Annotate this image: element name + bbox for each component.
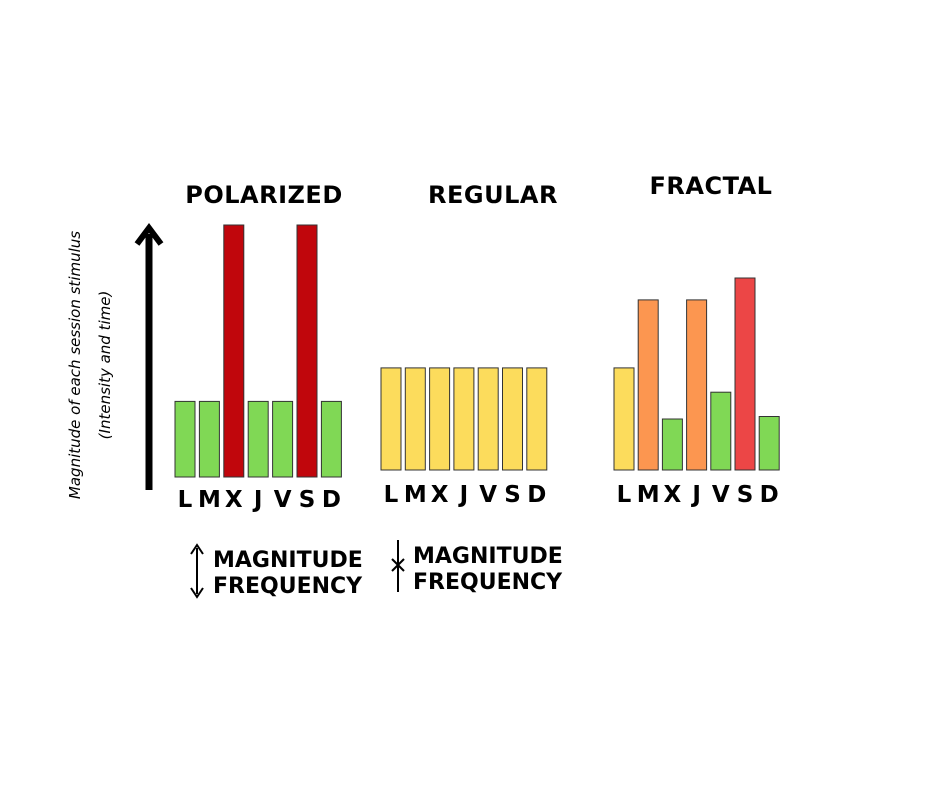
polarized-tick-label-D: D	[322, 487, 341, 513]
fractal-tick-label-X: X	[664, 482, 682, 508]
fractal-tick-label-J: J	[690, 482, 701, 508]
chart-title-fractal: FRACTAL	[650, 172, 773, 200]
fractal-tick-label-D: D	[760, 482, 779, 508]
fractal-tick-label-S: S	[737, 482, 754, 508]
y-axis-arrow-icon	[134, 223, 164, 490]
regular-bar-V	[477, 367, 499, 471]
fractal-tick-label-V: V	[712, 482, 730, 508]
fractal-bar-M	[637, 299, 659, 471]
regular-tick-label-L: L	[384, 482, 399, 508]
cross-line-icon	[391, 540, 405, 592]
regular-tick-label-S: S	[504, 482, 521, 508]
regular-bar-M	[404, 367, 426, 471]
regular-bar-L	[380, 367, 402, 471]
polarized-tick-label-L: L	[178, 487, 193, 513]
y-axis-label-line2: (Intensity and time)	[96, 291, 114, 440]
polarized-tick-label-M: M	[198, 487, 221, 513]
chart-title-polarized: POLARIZED	[185, 181, 343, 209]
regular-tick-label-X: X	[431, 482, 449, 508]
regular-legend-magnitude: MAGNITUDE	[413, 544, 563, 569]
fractal-bar-L	[613, 367, 635, 471]
fractal-bar-S	[734, 277, 756, 471]
polarized-legend-frequency: FREQUENCY	[213, 574, 363, 599]
fractal-bar-J	[686, 299, 708, 471]
regular-tick-label-J: J	[458, 482, 469, 508]
polarized-tick-label-V: V	[274, 487, 292, 513]
regular-bar-S	[502, 367, 523, 471]
regular-tick-label-M: M	[404, 482, 427, 508]
polarized-tick-label-X: X	[225, 487, 243, 513]
y-axis-label: Magnitude of each session stimulus (Inte…	[66, 231, 114, 499]
chart-title-regular: REGULAR	[428, 181, 558, 209]
polarized-bar-J	[247, 400, 269, 478]
polarized-bar-D	[320, 400, 342, 478]
double-arrow-icon	[190, 543, 204, 599]
regular-tick-label-V: V	[479, 482, 497, 508]
polarized-bar-L	[174, 400, 196, 478]
polarized-bar-M	[198, 400, 220, 478]
regular-bar-X	[429, 367, 451, 471]
polarized-legend-magnitude: MAGNITUDE	[213, 548, 363, 573]
fractal-tick-label-L: L	[617, 482, 632, 508]
polarized-tick-label-S: S	[299, 487, 316, 513]
polarized-bar-V	[272, 400, 294, 478]
polarized-bar-X	[223, 224, 245, 478]
regular-bar-D	[526, 367, 548, 471]
fractal-bar-D	[758, 416, 780, 471]
regular-tick-label-D: D	[527, 482, 546, 508]
regular-bar-J	[453, 367, 475, 471]
y-axis-label-line1: Magnitude of each session stimulus	[66, 231, 84, 499]
regular-legend-frequency: FREQUENCY	[413, 570, 563, 595]
polarized-tick-label-J: J	[252, 487, 263, 513]
fractal-bar-V	[710, 391, 732, 471]
polarized-bar-S	[296, 224, 318, 478]
fractal-bar-X	[661, 418, 683, 471]
fractal-tick-label-M: M	[637, 482, 660, 508]
